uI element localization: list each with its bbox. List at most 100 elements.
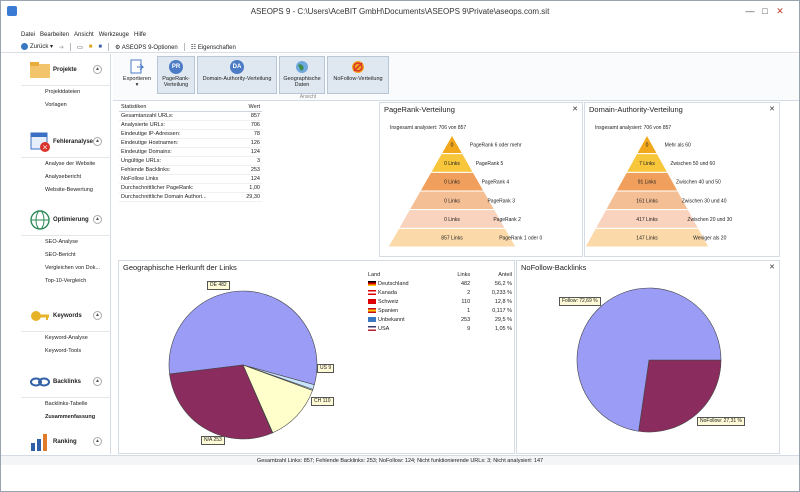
links-cell: 1 (467, 308, 471, 314)
table-row[interactable]: Kanada 2 0,233 % (366, 289, 514, 298)
col-header-links[interactable]: Links (457, 272, 471, 278)
table-row[interactable]: Eindeutige IP-Adressen: 78 (119, 129, 262, 139)
table-row[interactable]: Gesamtanzahl URLs: 857 (119, 111, 262, 121)
links-cell: 482 (460, 281, 471, 287)
pyramid-level-value: 0 Links (444, 217, 460, 223)
table-row[interactable]: Schweiz 110 12,8 % (366, 298, 514, 307)
stats-header-value: Wert (238, 103, 262, 112)
domain-authority-view-button[interactable]: DA Domain-Authority-Verteilung (197, 56, 277, 94)
close-button[interactable]: ✕ (776, 6, 784, 16)
options-button[interactable]: ⚙ ASEOPS 9-Optionen (114, 44, 178, 51)
save-icon[interactable]: ■ (98, 44, 102, 50)
sidebar-item-vergleichen[interactable]: Vergleichen von Dok... (45, 265, 101, 271)
table-row[interactable]: Analysierte URLs: 706 (119, 120, 262, 130)
table-row[interactable]: Durchschnittlicher PageRank: 1,00 (119, 183, 262, 193)
stat-label: Eindeutige Domains: (119, 147, 239, 157)
domain-authority-pyramid: Insgesamt analysiert: 706 von 857 0 Mehr … (585, 125, 732, 248)
sidebar-group-header[interactable]: × Fehleranalyse ▲ (21, 126, 111, 158)
table-row[interactable]: Eindeutige Hostnamen: 126 (119, 138, 262, 148)
back-button[interactable]: Zurück ▾ (21, 43, 53, 51)
globe-icon (296, 61, 308, 73)
pagerank-view-button[interactable]: PR PageRank- Verteilung (157, 56, 195, 94)
sidebar-group-header[interactable]: Backlinks ▲ (21, 366, 111, 398)
collapse-icon[interactable]: ▲ (93, 215, 102, 224)
menu-bearbeiten[interactable]: Bearbeiten (40, 32, 70, 38)
menu-ansicht[interactable]: Ansicht (74, 32, 94, 38)
pie-slice-deutschland[interactable] (168, 290, 318, 386)
sidebar-group-header[interactable]: Projekte ▲ (21, 54, 111, 86)
sidebar-item-seo-bericht[interactable]: SEO-Bericht (45, 252, 76, 258)
pie-slice-unbekannt[interactable] (169, 364, 273, 440)
col-header-country[interactable]: Land (368, 272, 381, 278)
pie-slice-nofollow[interactable] (638, 359, 722, 433)
title-bar: ASEOPS 9 - C:\Users\AceBIT GmbH\Document… (1, 1, 799, 21)
table-row[interactable]: Ungültige URLs: 3 (119, 156, 262, 166)
country-cell: Spanien (366, 307, 443, 316)
collapse-icon[interactable]: ▲ (93, 65, 102, 74)
folder-icon (30, 62, 50, 78)
table-row[interactable]: Eindeutige Domains: 124 (119, 147, 262, 157)
sidebar-item-website-bewertung[interactable]: Website-Bewertung (45, 187, 93, 193)
globe-icon (30, 210, 50, 230)
table-row[interactable]: Unbekannt 253 29,5 % (366, 316, 514, 325)
pie-slice-schweiz[interactable] (242, 364, 313, 434)
export-button[interactable]: Exportieren ▾ (119, 56, 155, 94)
sidebar-item-keyword-analyse[interactable]: Keyword-Analyse (45, 335, 88, 341)
sidebar-item-analyse-website[interactable]: Analyse der Website (45, 161, 96, 167)
sidebar-item-keyword-tools[interactable]: Keyword-Tools (45, 348, 82, 354)
menu-hilfe[interactable]: Hilfe (133, 32, 146, 38)
sidebar-item-projektdateien[interactable]: Projektdateien (45, 89, 81, 95)
sidebar-item-zusammenfassung[interactable]: Zusammenfassung (45, 414, 96, 420)
menu-werkzeuge[interactable]: Werkzeuge (98, 32, 129, 38)
close-icon[interactable]: ✕ (769, 106, 775, 113)
back-arrow-icon (21, 43, 28, 51)
country-cell: Unbekannt (366, 316, 443, 325)
sidebar-item-top10[interactable]: Top-10-Vergleich (45, 278, 87, 284)
nofollow-view-button[interactable]: NoFollow-Verteilung (327, 56, 389, 94)
stat-label: Durchschnittlicher PageRank: (119, 183, 239, 193)
sidebar-group-header[interactable]: Ranking ▲ (21, 426, 111, 458)
maximize-button[interactable]: □ (762, 6, 768, 16)
stat-value: 124 (238, 174, 262, 184)
sidebar-item-analysebericht[interactable]: Analysebericht (45, 174, 82, 180)
svg-text:×: × (42, 144, 48, 152)
open-folder-icon[interactable]: ■ (88, 44, 93, 50)
sidebar-item-vorlagen[interactable]: Vorlagen (45, 102, 67, 108)
collapse-icon[interactable]: ▲ (93, 311, 102, 320)
table-row[interactable]: USA 9 1,05 % (366, 325, 514, 334)
forward-icon[interactable]: ➜ (59, 44, 65, 51)
table-row[interactable]: Fehlende Backlinks: 253 (119, 165, 262, 175)
table-row[interactable]: Deutschland 482 56,2 % (366, 280, 514, 289)
sidebar-group-header[interactable]: Keywords ▲ (21, 300, 111, 332)
new-file-icon[interactable]: ▭ (77, 44, 83, 51)
close-icon[interactable]: ✕ (769, 264, 775, 271)
sidebar-item-seo-analyse[interactable]: SEO-Analyse (45, 239, 79, 245)
table-row[interactable]: Durchschnittliche Domain Authori... 29,30 (119, 192, 262, 202)
stat-label: NoFollow Links (119, 174, 239, 184)
pyramid-level-value: 0 Links (444, 161, 460, 167)
pyramid-level-label: PageRank 6 oder mehr (470, 142, 522, 148)
pie-slice-follow[interactable] (576, 287, 722, 432)
menu-datei[interactable]: Datei (21, 32, 36, 38)
share-cell: 56,2 % (494, 281, 512, 287)
share-cell: 0,233 % (491, 290, 512, 296)
collapse-icon[interactable]: ▲ (93, 377, 102, 386)
pyramid-level-label: Zwischen 30 und 40 (682, 198, 727, 204)
panel-title: Domain-Authority-Verteilung (589, 105, 683, 114)
table-row[interactable]: Spanien 1 0,117 % (366, 307, 514, 316)
geo-data-view-button[interactable]: Geographische Daten (279, 56, 325, 94)
table-row[interactable]: NoFollow Links 124 (119, 174, 262, 184)
sidebar-item-backlinks-tabelle[interactable]: Backlinks-Tabelle (45, 401, 88, 407)
geo-country-table: Land Links Anteil Deutschland 482 56,2 % Ka… (366, 271, 514, 334)
stat-value: 124 (238, 147, 262, 157)
pyramid-level-label: Weniger als 20 (693, 236, 726, 242)
country-cell: Schweiz (366, 298, 443, 307)
close-icon[interactable]: ✕ (572, 106, 578, 113)
properties-button[interactable]: ☷ Eigenschaften (190, 44, 236, 51)
sidebar-group-header[interactable]: Optimierung ▲ (21, 204, 111, 236)
minimize-button[interactable]: — (745, 6, 755, 16)
collapse-icon[interactable]: ▲ (93, 437, 102, 446)
panel-title: NoFollow-Backlinks (521, 263, 587, 272)
collapse-icon[interactable]: ▲ (93, 137, 102, 146)
col-header-share[interactable]: Anteil (498, 272, 512, 278)
